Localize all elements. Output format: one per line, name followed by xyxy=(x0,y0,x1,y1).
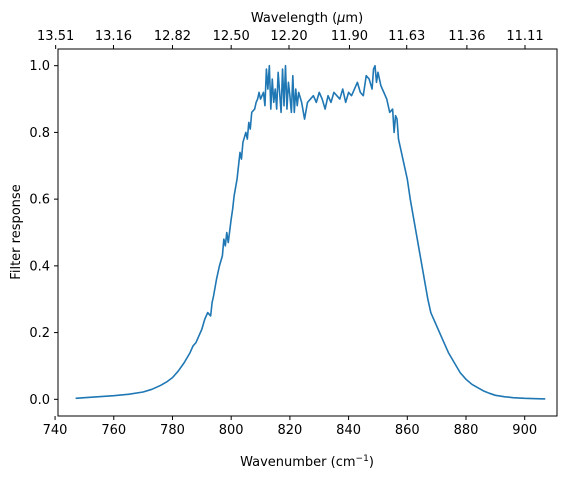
top-x-tick-label: 13.51 xyxy=(37,29,74,44)
x-tick-label: 780 xyxy=(160,423,185,438)
x-tick-label: 860 xyxy=(395,423,420,438)
top-x-tick-label: 12.82 xyxy=(154,29,191,44)
filter-response-line xyxy=(75,64,546,400)
left-y-ticks: 0.0 0.2 0.4 0.6 0.8 1.0 xyxy=(29,59,58,408)
top-x-tick-label: 11.36 xyxy=(448,29,485,44)
top-x-tick-label: 11.63 xyxy=(388,29,425,44)
top-x-axis-label: Wavelength (μm) xyxy=(251,11,363,26)
y-tick-label: 0.2 xyxy=(29,326,50,341)
x-tick-label: 740 xyxy=(43,423,68,438)
y-tick-label: 0.0 xyxy=(29,393,50,408)
y-tick-label: 0.4 xyxy=(29,259,50,274)
top-x-ticks: 13.51 13.16 12.82 12.50 12.20 11.90 11.63 11.36… xyxy=(37,29,544,49)
x-tick-label: 840 xyxy=(336,423,361,438)
bottom-x-ticks: 740 760 780 800 820 840 860 880 900 xyxy=(43,416,537,438)
x-tick-label: 800 xyxy=(219,423,244,438)
top-x-tick-label: 11.90 xyxy=(331,29,368,44)
x-tick-label: 820 xyxy=(277,423,302,438)
y-axis-label: Filter response xyxy=(9,184,24,279)
top-x-tick-label: 12.50 xyxy=(213,29,250,44)
top-x-tick-label: 13.16 xyxy=(95,29,132,44)
top-x-tick-label: 12.20 xyxy=(270,29,307,44)
x-tick-label: 900 xyxy=(512,423,537,438)
y-tick-label: 0.6 xyxy=(29,193,50,208)
x-axis-label: Wavenumber (cm−1) xyxy=(240,454,374,470)
x-tick-label: 760 xyxy=(101,423,126,438)
y-tick-label: 0.8 xyxy=(29,126,50,141)
top-x-tick-label: 11.11 xyxy=(506,29,543,44)
plot-area xyxy=(58,49,557,416)
plot-frame xyxy=(57,48,558,417)
y-tick-label: 1.0 xyxy=(29,59,50,74)
x-tick-label: 880 xyxy=(454,423,479,438)
